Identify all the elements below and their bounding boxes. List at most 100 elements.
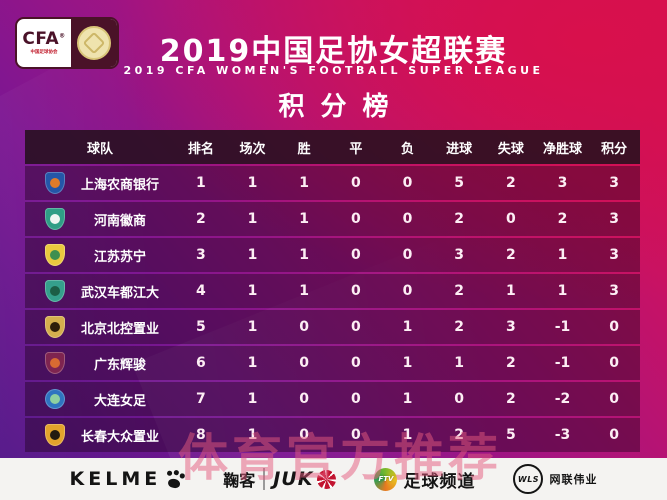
team-name: 广东辉骏 (93, 357, 146, 373)
team-name: 武汉车都江大 (80, 285, 159, 301)
team-cell: 长春大众置业 (25, 424, 175, 446)
col-header-rank: 排名 (187, 141, 214, 157)
rank-value: 6 (195, 355, 206, 371)
draw-value: 0 (350, 355, 361, 371)
team-cell: 江苏苏宁 (25, 244, 175, 266)
goal-diff-value: 1 (557, 247, 568, 263)
goals-for-value: 1 (454, 355, 465, 371)
table-row: 江苏苏宁 3 1 1 0 0 3 2 1 3 (25, 238, 640, 272)
win-value: 0 (299, 427, 310, 443)
team-cell: 河南徽商 (25, 208, 175, 230)
col-header-points: 积分 (601, 141, 628, 157)
sponsor-wls: WLS 网联伟业 (513, 464, 597, 494)
table-header-row: 球队 排名 场次 胜 平 负 进球 失球 净胜球 积分 (25, 130, 640, 164)
points-value: 0 (609, 319, 620, 335)
loss-value: 0 (402, 283, 413, 299)
draw-value: 0 (350, 427, 361, 443)
team-crest-icon (45, 389, 65, 409)
rank-value: 4 (195, 283, 206, 299)
divider (263, 468, 266, 490)
registered-mark-icon: ® (59, 32, 66, 40)
team-name: 河南徽商 (93, 213, 146, 229)
cfa-logo-emblem-block (71, 19, 117, 67)
points-value: 0 (609, 427, 620, 443)
team-crest-icon (45, 316, 65, 338)
table-row: 北京北控置业 5 1 0 0 1 2 3 -1 0 (25, 310, 640, 344)
goals-for-value: 5 (454, 175, 465, 191)
draw-value: 0 (350, 211, 361, 227)
paw-icon (164, 468, 187, 490)
page-title: 2019中国足协女超联赛 (159, 34, 508, 69)
cfa-logo-text-block: CFA® 中国足球协会 (17, 19, 71, 67)
col-header-draw: 平 (349, 141, 363, 157)
table-body: 上海农商银行 1 1 1 0 0 5 2 3 3 河南徽商 2 1 1 0 0 … (25, 166, 640, 452)
draw-value: 0 (350, 391, 361, 407)
rank-value: 5 (195, 319, 206, 335)
team-crest-icon (45, 280, 65, 302)
draw-value: 0 (350, 283, 361, 299)
draw-value: 0 (350, 247, 361, 263)
win-value: 0 (299, 355, 310, 371)
goals-for-value: 2 (454, 319, 465, 335)
played-value: 1 (247, 319, 258, 335)
win-value: 0 (299, 391, 310, 407)
loss-value: 1 (402, 391, 413, 407)
played-value: 1 (247, 355, 258, 371)
loss-value: 1 (402, 319, 413, 335)
goals-against-value: 2 (505, 355, 516, 371)
table-row: 大连女足 7 1 0 0 1 0 2 -2 0 (25, 382, 640, 416)
points-value: 0 (609, 391, 620, 407)
points-value: 0 (609, 355, 620, 371)
loss-value: 0 (402, 247, 413, 263)
kelme-wordmark: KELME (69, 468, 162, 490)
col-header-goal-diff: 净胜球 (542, 141, 582, 157)
draw-value: 0 (350, 319, 361, 335)
win-value: 0 (299, 319, 310, 335)
team-crest-icon (45, 352, 65, 374)
cfa-logo-wordmark: CFA® (22, 29, 66, 49)
cfa-logo: CFA® 中国足球协会 (15, 17, 119, 69)
team-crest-icon (45, 424, 65, 446)
goal-diff-value: -3 (554, 427, 571, 443)
col-header-goals-against: 失球 (497, 141, 524, 157)
wls-chinese-wordmark: 网联伟业 (549, 473, 598, 486)
goals-for-value: 0 (454, 391, 465, 407)
team-name: 江苏苏宁 (93, 249, 146, 265)
loss-value: 1 (402, 355, 413, 371)
team-crest-icon (45, 208, 65, 230)
win-value: 1 (299, 211, 310, 227)
goals-for-value: 2 (454, 427, 465, 443)
points-value: 3 (609, 247, 620, 263)
ftv-ball-icon: FTV (374, 467, 398, 491)
goals-against-value: 0 (505, 211, 516, 227)
col-header-team: 球队 (86, 141, 113, 157)
goals-against-value: 3 (505, 319, 516, 335)
sponsor-football-channel: FTV 足球频道 (374, 467, 475, 492)
loss-value: 0 (402, 211, 413, 227)
team-cell: 广东辉骏 (25, 352, 175, 374)
rank-value: 8 (195, 427, 206, 443)
rank-value: 2 (195, 211, 206, 227)
played-value: 1 (247, 391, 258, 407)
rank-value: 3 (195, 247, 206, 263)
juke-pinwheel-icon (317, 469, 337, 489)
goal-diff-value: 1 (557, 283, 568, 299)
sponsor-kelme: KELME (70, 468, 186, 490)
goals-against-value: 2 (505, 175, 516, 191)
wls-circle-icon: WLS (513, 464, 544, 494)
table-row: 河南徽商 2 1 1 0 0 2 0 2 3 (25, 202, 640, 236)
win-value: 1 (299, 175, 310, 191)
juke-wordmark: JUK (273, 468, 314, 490)
played-value: 1 (247, 247, 258, 263)
played-value: 1 (247, 283, 258, 299)
col-header-goals-for: 进球 (446, 141, 473, 157)
played-value: 1 (247, 175, 258, 191)
football-channel-wordmark: 足球频道 (403, 471, 476, 492)
goal-diff-value: -2 (554, 391, 571, 407)
draw-value: 0 (350, 175, 361, 191)
points-value: 3 (609, 211, 620, 227)
table-row: 广东辉骏 6 1 0 0 1 1 2 -1 0 (25, 346, 640, 380)
loss-value: 1 (402, 427, 413, 443)
rank-value: 1 (195, 175, 206, 191)
